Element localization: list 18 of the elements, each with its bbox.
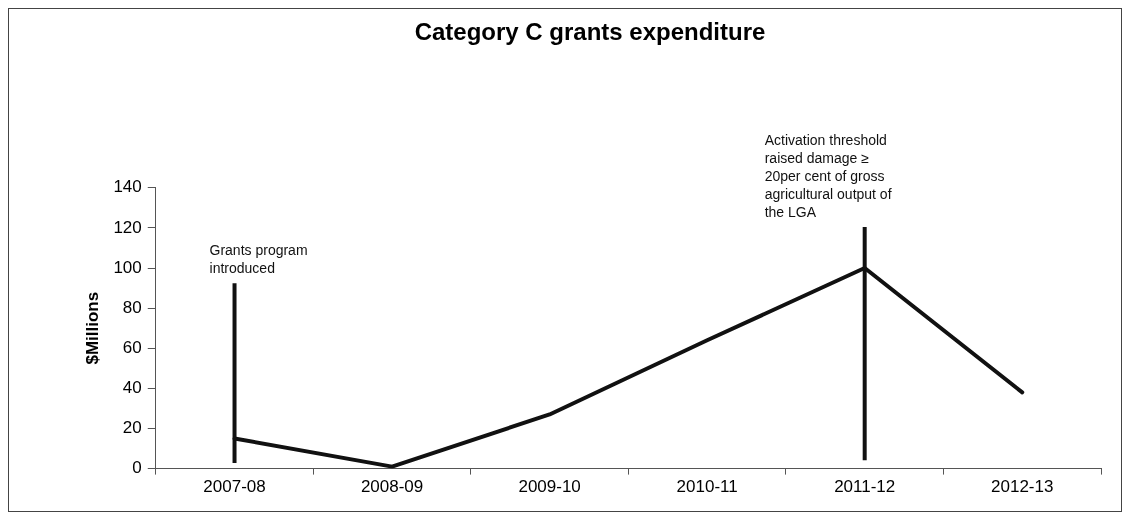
x-tick-label: 2012-13 (991, 477, 1054, 497)
x-tick-label: 2008-09 (360, 477, 424, 497)
y-tick-label: 20 (122, 418, 142, 438)
ref-line-label: Activation threshold raised damage ≥ 20per cent of gross agricultural output of the LGA (764, 132, 892, 221)
y-tick-label: 120 (113, 217, 142, 237)
y-tick-label: 80 (122, 297, 142, 317)
y-tick-label: 140 (113, 177, 142, 197)
y-tick-label: 60 (122, 337, 142, 357)
y-tick-label: 40 (122, 378, 142, 398)
x-tick-label: 2009-10 (518, 477, 581, 497)
x-tick-label: 2011-12 (834, 477, 896, 497)
x-tick-label: 2010-11 (676, 477, 738, 497)
y-tick-label: 100 (113, 257, 142, 277)
y-tick-label: 0 (132, 458, 142, 478)
x-tick-label: 2007-08 (203, 477, 266, 497)
chart-title: Category C grants expenditure (414, 18, 766, 46)
ref-line-label: Grants program introduced (209, 242, 308, 277)
y-axis-title: $Millions (82, 291, 102, 365)
